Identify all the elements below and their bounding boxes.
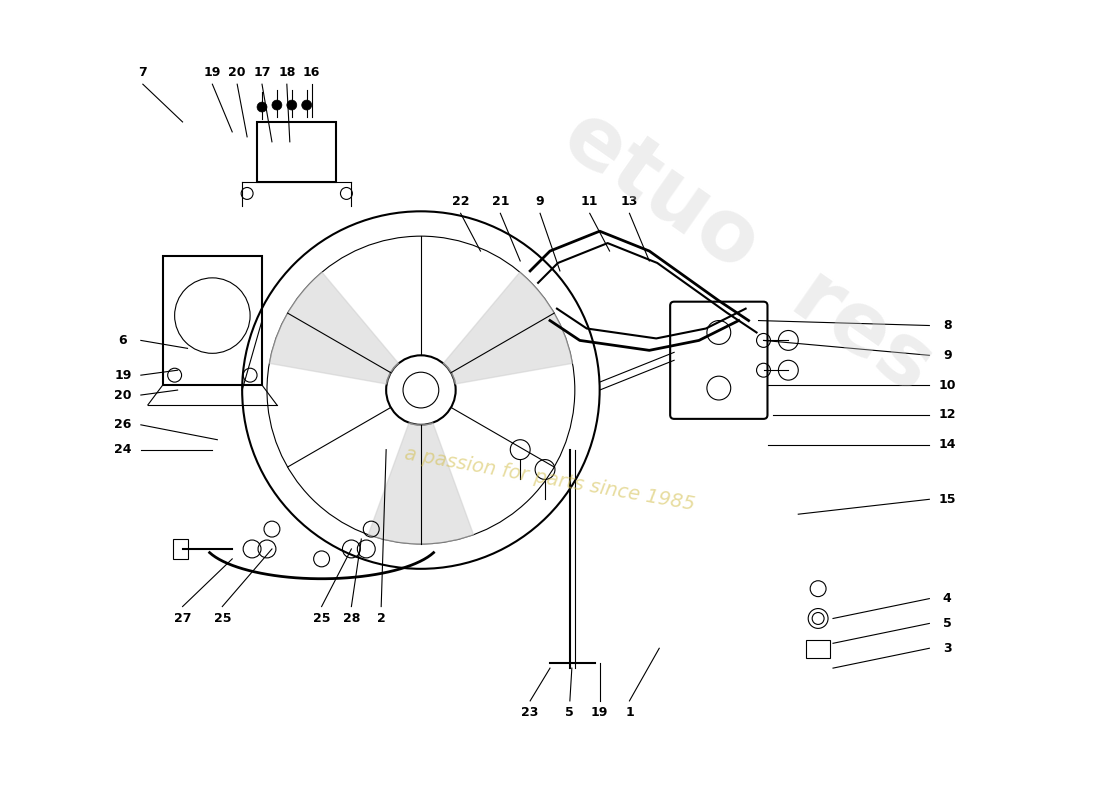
Bar [163, 256, 262, 385]
Text: 3: 3 [943, 642, 951, 654]
Text: etuo  res: etuo res [548, 93, 949, 409]
Text: 19: 19 [591, 706, 608, 719]
Bar [257, 122, 337, 182]
Text: 9: 9 [536, 195, 544, 208]
Text: 8: 8 [943, 319, 951, 332]
Polygon shape [368, 422, 473, 544]
Text: 5: 5 [943, 617, 951, 630]
Text: 11: 11 [581, 195, 598, 208]
Text: 5: 5 [565, 706, 574, 719]
Circle shape [287, 100, 297, 110]
Text: 22: 22 [452, 195, 470, 208]
Text: 9: 9 [943, 349, 951, 362]
Text: 6: 6 [119, 334, 128, 347]
Text: 7: 7 [139, 66, 147, 78]
Text: 2: 2 [377, 612, 386, 625]
Circle shape [272, 100, 282, 110]
Text: 24: 24 [114, 443, 132, 456]
Text: 10: 10 [938, 378, 956, 392]
Text: 19: 19 [204, 66, 221, 78]
Text: 25: 25 [213, 612, 231, 625]
Text: 20: 20 [114, 389, 132, 402]
Text: 12: 12 [938, 408, 956, 422]
Text: 16: 16 [302, 66, 320, 78]
Text: 28: 28 [343, 612, 360, 625]
Text: a passion for parts since 1985: a passion for parts since 1985 [404, 445, 696, 514]
Circle shape [301, 100, 311, 110]
Text: 26: 26 [114, 418, 132, 431]
Text: 25: 25 [312, 612, 330, 625]
Polygon shape [443, 272, 572, 384]
Text: 14: 14 [938, 438, 956, 451]
Polygon shape [270, 272, 398, 384]
Text: 1: 1 [625, 706, 634, 719]
Text: 18: 18 [278, 66, 296, 78]
Bar [806, 640, 830, 658]
Text: 27: 27 [174, 612, 191, 625]
Circle shape [257, 102, 267, 112]
Text: 20: 20 [229, 66, 246, 78]
Bar [173, 539, 187, 559]
Text: 15: 15 [938, 493, 956, 506]
Text: 19: 19 [114, 369, 132, 382]
Text: 23: 23 [521, 706, 539, 719]
Text: 17: 17 [253, 66, 271, 78]
Text: 13: 13 [620, 195, 638, 208]
Text: 21: 21 [492, 195, 509, 208]
Text: 4: 4 [943, 592, 951, 605]
